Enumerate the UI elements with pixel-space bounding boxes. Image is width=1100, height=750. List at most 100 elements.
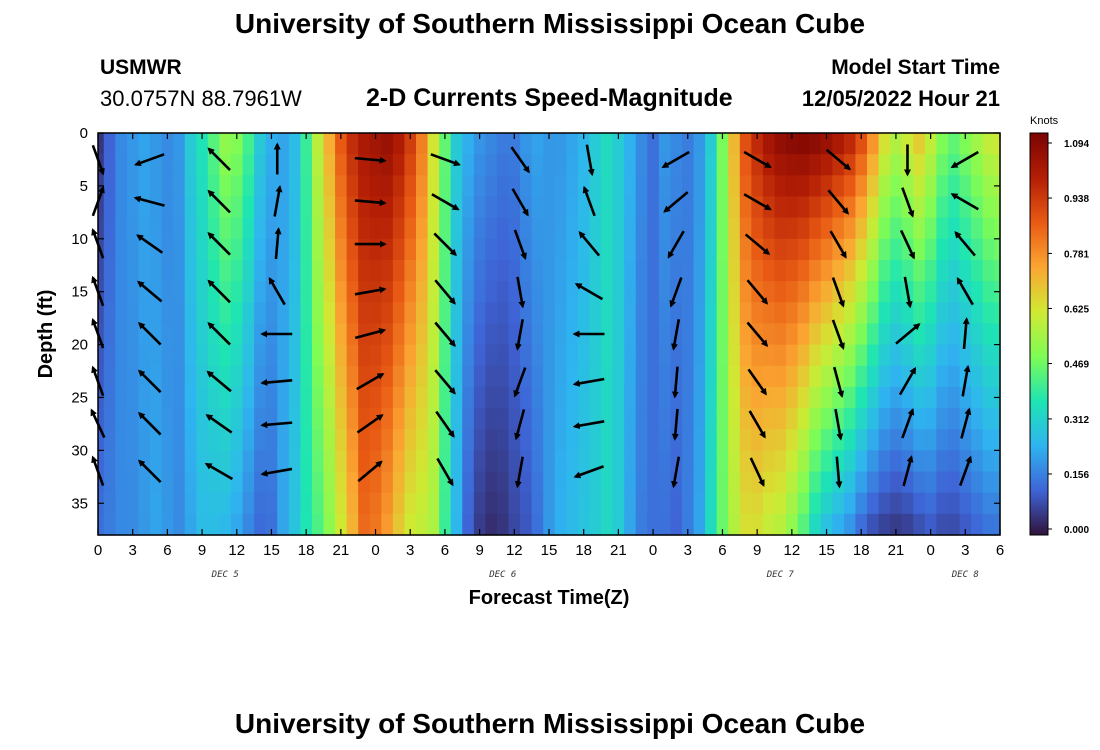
current-vectors — [90, 142, 979, 489]
heatmap-cell — [797, 344, 810, 367]
heatmap-cell — [427, 323, 440, 346]
heatmap-cell — [335, 513, 348, 536]
heatmap-cell — [693, 471, 706, 494]
heatmap-cell — [346, 429, 359, 451]
current-vector — [572, 377, 605, 387]
heatmap-cell — [439, 492, 452, 515]
heatmap-cell — [739, 175, 752, 198]
heatmap-cell — [971, 386, 984, 409]
heatmap-cell — [450, 471, 463, 494]
heatmap-cell — [485, 323, 498, 346]
current-vector — [671, 456, 681, 489]
heatmap-cell — [207, 196, 221, 219]
x-tick-label: 0 — [926, 542, 934, 559]
heatmap-cell — [277, 471, 290, 494]
x-tick-label: 9 — [753, 542, 761, 559]
heatmap-cell — [705, 196, 718, 219]
heatmap-cell — [161, 513, 174, 536]
heatmap-cell — [277, 513, 290, 536]
heatmap-cell — [335, 217, 348, 240]
heatmap-cell — [230, 196, 244, 219]
heatmap-cell — [392, 429, 406, 451]
heatmap-cell — [647, 386, 660, 409]
heatmap-cell — [878, 471, 891, 494]
heatmap-cell — [774, 238, 787, 261]
heatmap-cell — [450, 344, 463, 367]
heatmap-cell — [693, 386, 706, 409]
heatmap-cell — [288, 492, 301, 515]
heatmap-cell — [843, 450, 857, 473]
heatmap-cell — [219, 429, 232, 451]
heatmap-cell — [369, 302, 382, 325]
heatmap-cell — [843, 344, 857, 367]
heatmap-cell — [392, 492, 406, 515]
heatmap-cell — [126, 302, 140, 325]
heatmap-cell — [855, 450, 868, 473]
heatmap-cell — [485, 386, 498, 409]
heatmap-cell — [126, 471, 140, 494]
heatmap-cell — [832, 175, 845, 198]
heatmap-cell — [959, 513, 972, 536]
heatmap-cell — [890, 492, 903, 515]
heatmap-cell — [392, 302, 406, 325]
heatmap-cell — [288, 196, 301, 219]
x-tick-label: 15 — [541, 542, 558, 559]
heatmap-cell — [982, 154, 995, 176]
current-vector — [205, 414, 233, 434]
heatmap-cell — [254, 429, 267, 451]
heatmap-cell — [439, 408, 452, 430]
heatmap-cell — [913, 386, 926, 409]
heatmap-cell — [311, 302, 325, 325]
heatmap-cell — [693, 281, 706, 303]
heatmap-cell — [462, 429, 475, 451]
heatmap-cell — [751, 259, 764, 282]
heatmap-cell — [381, 217, 394, 240]
y-tick-label: 10 — [71, 231, 88, 248]
heatmap-cell — [450, 238, 463, 261]
heatmap-cell — [751, 408, 764, 430]
heatmap-cell — [427, 408, 440, 430]
heatmap-cell — [496, 175, 510, 198]
heatmap-cell — [230, 344, 244, 367]
heatmap-cell — [577, 386, 591, 409]
current-vector — [436, 457, 454, 487]
heatmap-cell — [369, 175, 382, 198]
heatmap-cell — [369, 386, 382, 409]
heatmap-cell — [115, 281, 128, 303]
y-tick-label: 20 — [71, 337, 88, 354]
heatmap-cell — [115, 450, 128, 473]
heatmap-cell — [531, 365, 544, 388]
heatmap-cell — [300, 408, 313, 430]
heatmap-cell — [843, 386, 857, 409]
heatmap-cell — [994, 154, 1001, 176]
current-vector — [354, 156, 387, 164]
heatmap-cell — [913, 154, 926, 176]
heatmap-cell — [115, 238, 128, 261]
heatmap-cell — [242, 344, 255, 367]
heatmap-cell — [531, 344, 544, 367]
heatmap-cell — [739, 196, 752, 219]
heatmap-cell — [230, 365, 244, 388]
colorbar-tick-label: 0.781 — [1064, 249, 1089, 260]
heatmap-cell — [265, 429, 278, 451]
heatmap-cell — [404, 133, 417, 155]
heatmap-cell — [936, 365, 949, 388]
heatmap-cell — [173, 513, 186, 536]
heatmap-cell — [288, 408, 301, 430]
heatmap-cell — [774, 429, 787, 451]
heatmap-cell — [751, 344, 764, 367]
heatmap-cell — [601, 429, 614, 451]
heatmap-cell — [601, 238, 614, 261]
heatmap-cell — [161, 386, 174, 409]
heatmap-cell — [959, 429, 972, 451]
heatmap-cell — [242, 408, 255, 430]
heatmap-cell — [959, 238, 972, 261]
heatmap-cell — [867, 196, 880, 219]
heatmap-cell — [728, 450, 741, 473]
heatmap-cell — [762, 259, 776, 282]
heatmap-cell — [809, 217, 822, 240]
heatmap-cell — [693, 408, 706, 430]
heatmap-cell — [543, 408, 556, 430]
heatmap-cell — [566, 450, 579, 473]
heatmap-cell — [762, 513, 776, 536]
